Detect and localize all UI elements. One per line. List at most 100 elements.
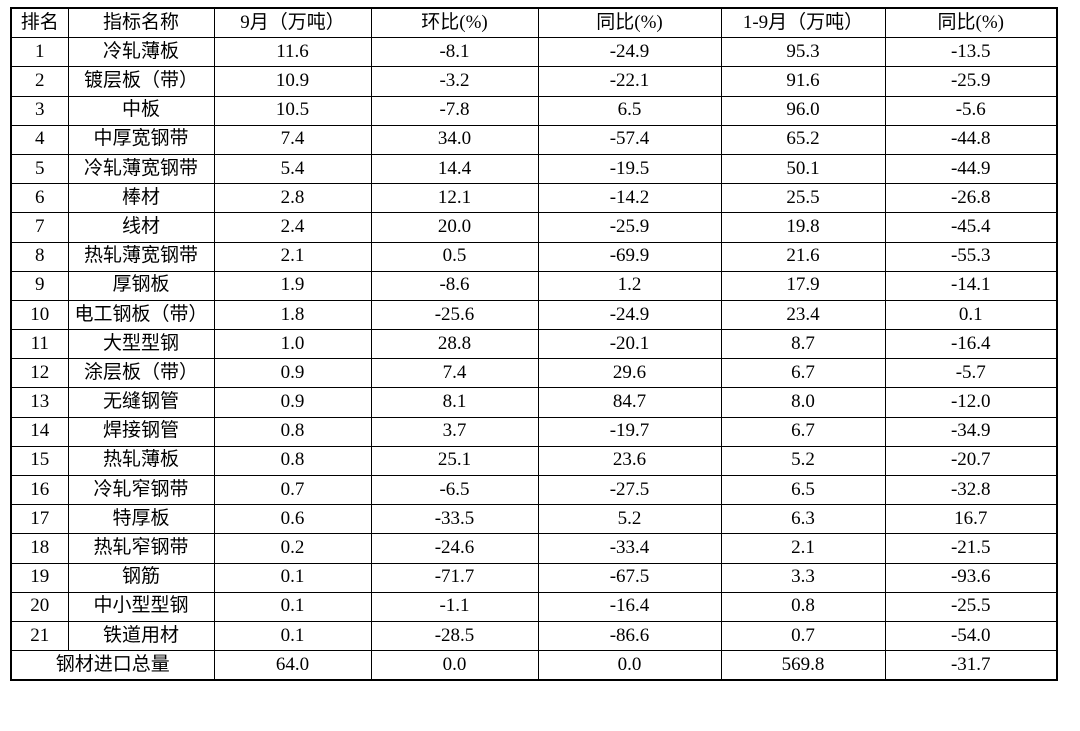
rank-cell: 12 (10, 358, 69, 389)
table-header-row: 排名 指标名称 9月（万吨） 环比(%) 同比(%) 1-9月（万吨） 同比(%) (10, 7, 1058, 39)
value-cell: -25.5 (884, 591, 1058, 622)
steel-import-table: 排名 指标名称 9月（万吨） 环比(%) 同比(%) 1-9月（万吨） 同比(%) 1 冷轧薄… (10, 7, 1058, 682)
total-value-cell: 0.0 (370, 650, 539, 681)
value-cell: 14.4 (370, 153, 539, 185)
rank-cell: 2 (10, 66, 69, 97)
value-cell: 10.5 (213, 95, 372, 126)
value-cell: 7.4 (370, 358, 539, 389)
rank-cell: 9 (10, 270, 69, 301)
indicator-name-cell: 热轧窄钢带 (67, 533, 215, 564)
value-cell: 0.5 (370, 241, 539, 272)
value-cell: -27.5 (537, 474, 722, 506)
value-cell: -3.2 (370, 66, 539, 97)
value-cell: -69.9 (537, 241, 722, 272)
header-cell: 1-9月（万吨） (720, 7, 886, 39)
indicator-name-cell: 电工钢板（带） (67, 299, 215, 331)
value-cell: 1.0 (213, 329, 372, 360)
value-cell: -24.9 (537, 299, 722, 331)
value-cell: -71.7 (370, 562, 539, 593)
value-cell: 0.1 (213, 562, 372, 593)
value-cell: 20.0 (370, 212, 539, 243)
indicator-name-cell: 棒材 (67, 183, 215, 214)
table-row: 4 中厚宽钢带 7.4 34.0 -57.4 65.2 -44.8 (10, 124, 1058, 155)
value-cell: -20.1 (537, 329, 722, 360)
value-cell: -5.6 (884, 95, 1058, 126)
indicator-name-cell: 无缝钢管 (67, 387, 215, 418)
rank-cell: 16 (10, 474, 69, 506)
value-cell: 65.2 (720, 124, 886, 155)
value-cell: 1.9 (213, 270, 372, 301)
value-cell: -44.9 (884, 153, 1058, 185)
table-row: 5 冷轧薄宽钢带 5.4 14.4 -19.5 50.1 -44.9 (10, 153, 1058, 185)
rank-cell: 20 (10, 591, 69, 622)
header-cell: 同比(%) (884, 7, 1058, 39)
rank-cell: 17 (10, 504, 69, 535)
value-cell: -54.0 (884, 620, 1058, 652)
value-cell: 34.0 (370, 124, 539, 155)
value-cell: -13.5 (884, 37, 1058, 68)
indicator-name-cell: 冷轧薄宽钢带 (67, 153, 215, 185)
indicator-name-cell: 中小型型钢 (67, 591, 215, 622)
value-cell: -14.1 (884, 270, 1058, 301)
value-cell: 0.8 (720, 591, 886, 622)
table-row: 2 镀层板（带） 10.9 -3.2 -22.1 91.6 -25.9 (10, 66, 1058, 97)
indicator-name-cell: 涂层板（带） (67, 358, 215, 389)
value-cell: 0.9 (213, 387, 372, 418)
rank-cell: 21 (10, 620, 69, 652)
table-row: 12 涂层板（带） 0.9 7.4 29.6 6.7 -5.7 (10, 358, 1058, 389)
value-cell: 0.1 (213, 591, 372, 622)
table-row: 17 特厚板 0.6 -33.5 5.2 6.3 16.7 (10, 504, 1058, 535)
header-cell: 指标名称 (67, 7, 215, 39)
table-row: 11 大型型钢 1.0 28.8 -20.1 8.7 -16.4 (10, 329, 1058, 360)
value-cell: 11.6 (213, 37, 372, 68)
table-row: 19 钢筋 0.1 -71.7 -67.5 3.3 -93.6 (10, 562, 1058, 593)
rank-cell: 15 (10, 445, 69, 477)
table-row: 10 电工钢板（带） 1.8 -25.6 -24.9 23.4 0.1 (10, 299, 1058, 331)
header-cell: 排名 (10, 7, 69, 39)
value-cell: 25.1 (370, 445, 539, 477)
total-value-cell: 0.0 (537, 650, 722, 681)
value-cell: 28.8 (370, 329, 539, 360)
total-value-cell: -31.7 (884, 650, 1058, 681)
value-cell: -1.1 (370, 591, 539, 622)
value-cell: 0.7 (720, 620, 886, 652)
value-cell: 5.4 (213, 153, 372, 185)
value-cell: -7.8 (370, 95, 539, 126)
value-cell: -22.1 (537, 66, 722, 97)
value-cell: 0.9 (213, 358, 372, 389)
header-cell: 同比(%) (537, 7, 722, 39)
value-cell: -32.8 (884, 474, 1058, 506)
indicator-name-cell: 冷轧窄钢带 (67, 474, 215, 506)
value-cell: -93.6 (884, 562, 1058, 593)
value-cell: -57.4 (537, 124, 722, 155)
header-cell: 环比(%) (370, 7, 539, 39)
value-cell: 0.8 (213, 416, 372, 447)
value-cell: -25.9 (537, 212, 722, 243)
indicator-name-cell: 铁道用材 (67, 620, 215, 652)
value-cell: -44.8 (884, 124, 1058, 155)
indicator-name-cell: 热轧薄板 (67, 445, 215, 477)
rank-cell: 19 (10, 562, 69, 593)
value-cell: 8.7 (720, 329, 886, 360)
value-cell: -16.4 (884, 329, 1058, 360)
rank-cell: 6 (10, 183, 69, 214)
value-cell: 8.0 (720, 387, 886, 418)
value-cell: 6.7 (720, 416, 886, 447)
indicator-name-cell: 特厚板 (67, 504, 215, 535)
value-cell: 16.7 (884, 504, 1058, 535)
rank-cell: 4 (10, 124, 69, 155)
value-cell: 2.1 (720, 533, 886, 564)
value-cell: -16.4 (537, 591, 722, 622)
value-cell: 0.2 (213, 533, 372, 564)
indicator-name-cell: 中板 (67, 95, 215, 126)
table-row: 6 棒材 2.8 12.1 -14.2 25.5 -26.8 (10, 183, 1058, 214)
indicator-name-cell: 大型型钢 (67, 329, 215, 360)
rank-cell: 13 (10, 387, 69, 418)
table-row: 13 无缝钢管 0.9 8.1 84.7 8.0 -12.0 (10, 387, 1058, 418)
value-cell: -21.5 (884, 533, 1058, 564)
value-cell: -8.6 (370, 270, 539, 301)
table-row: 21 铁道用材 0.1 -28.5 -86.6 0.7 -54.0 (10, 620, 1058, 652)
rank-cell: 8 (10, 241, 69, 272)
rank-cell: 7 (10, 212, 69, 243)
